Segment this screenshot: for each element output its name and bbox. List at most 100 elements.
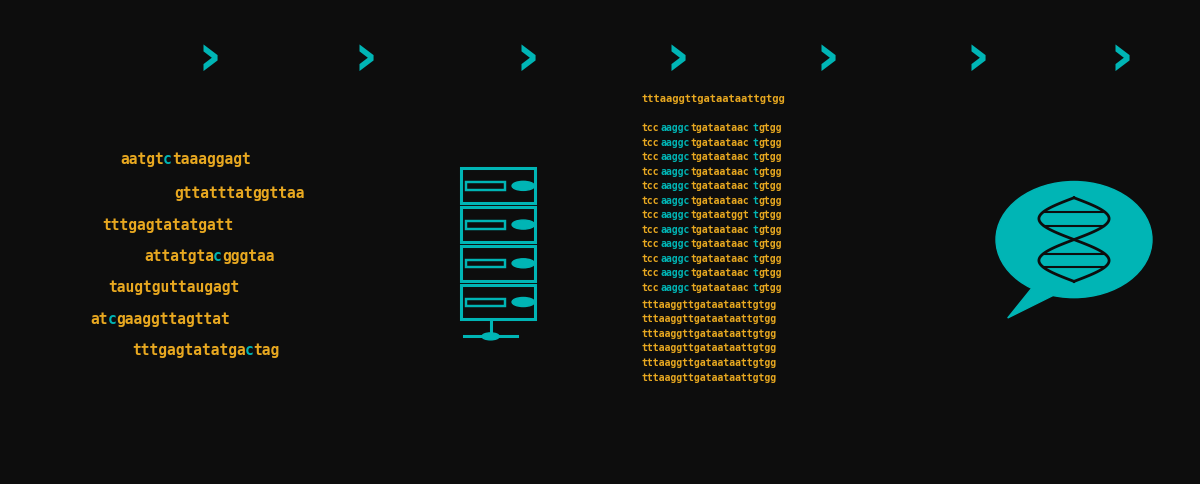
Text: tgataataac: tgataataac (691, 269, 750, 278)
Text: tttaaggttgataataattgtgg: tttaaggttgataataattgtgg (642, 358, 778, 368)
Text: taaaggagt: taaaggagt (172, 152, 251, 167)
Text: tttaaggttgataataattgtgg: tttaaggttgataataattgtgg (642, 315, 778, 324)
Text: tcc: tcc (642, 123, 660, 133)
Text: tcc: tcc (642, 269, 660, 278)
Text: aaggc: aaggc (660, 167, 690, 177)
Text: aaggc: aaggc (660, 182, 690, 191)
Text: aaggc: aaggc (660, 269, 690, 278)
Text: tgataataac: tgataataac (691, 167, 750, 177)
Text: gtgg: gtgg (758, 269, 781, 278)
Text: gtgg: gtgg (758, 152, 781, 162)
Text: gtgg: gtgg (758, 196, 781, 206)
Text: tgataatggt: tgataatggt (691, 211, 750, 220)
Text: tcc: tcc (642, 196, 660, 206)
Text: aaggc: aaggc (660, 196, 690, 206)
Text: aaggc: aaggc (660, 283, 690, 293)
Text: aaggc: aaggc (660, 123, 690, 133)
Text: tcc: tcc (642, 182, 660, 191)
Text: tgataataac: tgataataac (691, 152, 750, 162)
Text: t: t (752, 254, 758, 264)
Text: tgataataac: tgataataac (691, 138, 750, 148)
Text: t: t (752, 123, 758, 133)
Text: gggtaa: gggtaa (222, 249, 275, 264)
Text: ›: › (198, 30, 222, 87)
Circle shape (512, 259, 534, 268)
Text: tcc: tcc (642, 211, 660, 220)
Text: tcc: tcc (642, 240, 660, 249)
Bar (461, 207, 535, 242)
Text: aaggc: aaggc (660, 240, 690, 249)
Text: gaaggttagttat: gaaggttagttat (116, 312, 229, 327)
Text: gtgg: gtgg (758, 138, 781, 148)
Text: t: t (752, 269, 758, 278)
Text: tgataataac: tgataataac (691, 182, 750, 191)
Text: aaggc: aaggc (660, 152, 690, 162)
Text: tttgagtatatgatt: tttgagtatatgatt (102, 218, 233, 232)
Text: gtgg: gtgg (758, 283, 781, 293)
Text: tttaaggttgataataattgtgg: tttaaggttgataataattgtgg (642, 373, 778, 382)
Text: at: at (90, 312, 108, 327)
Text: ›: › (516, 30, 540, 87)
Text: tgataataac: tgataataac (691, 254, 750, 264)
Text: ›: › (966, 30, 990, 87)
Text: tcc: tcc (642, 138, 660, 148)
Text: t: t (752, 138, 758, 148)
Text: tttaaggttgataataattgtgg: tttaaggttgataataattgtgg (642, 329, 778, 339)
Polygon shape (1008, 274, 1067, 318)
Text: tttgagtatatga: tttgagtatatga (132, 344, 246, 358)
Text: gtgg: gtgg (758, 123, 781, 133)
Text: tcc: tcc (642, 167, 660, 177)
Bar (466, 182, 505, 190)
Text: t: t (752, 283, 758, 293)
Text: gtgg: gtgg (758, 182, 781, 191)
Text: t: t (752, 240, 758, 249)
Text: aaggc: aaggc (660, 138, 690, 148)
Text: c: c (163, 152, 172, 167)
Text: c: c (107, 312, 116, 327)
Bar (466, 260, 505, 268)
Text: ›: › (666, 30, 690, 87)
Text: gtgg: gtgg (758, 167, 781, 177)
Text: ggttaa: ggttaa (252, 186, 305, 201)
Bar (466, 299, 505, 306)
Text: gttatttat: gttatttat (174, 186, 253, 201)
Text: t: t (752, 211, 758, 220)
Text: tgataataac: tgataataac (691, 123, 750, 133)
Text: aaggc: aaggc (660, 211, 690, 220)
Text: tttaaggttgataataattgtgg: tttaaggttgataataattgtgg (642, 344, 778, 353)
Circle shape (482, 333, 499, 340)
Text: aaggc: aaggc (660, 254, 690, 264)
Text: tgataataac: tgataataac (691, 196, 750, 206)
Text: ›: › (354, 30, 378, 87)
Text: gtgg: gtgg (758, 254, 781, 264)
Text: tcc: tcc (642, 254, 660, 264)
Text: tttaaggttgataataattgtgg: tttaaggttgataataattgtgg (642, 300, 778, 310)
Bar (461, 168, 535, 203)
Circle shape (512, 182, 534, 190)
Text: aatgt: aatgt (120, 152, 163, 167)
Text: tcc: tcc (642, 283, 660, 293)
Text: tcc: tcc (642, 152, 660, 162)
Text: tag: tag (253, 344, 280, 358)
Text: tgataataac: tgataataac (691, 240, 750, 249)
Text: c: c (214, 249, 222, 264)
Text: gtgg: gtgg (758, 240, 781, 249)
Text: t: t (752, 167, 758, 177)
Text: t: t (752, 182, 758, 191)
Text: t: t (752, 225, 758, 235)
Text: aaggc: aaggc (660, 225, 690, 235)
Text: tttaaggttgataataattgtgg: tttaaggttgataataattgtgg (642, 94, 786, 104)
Text: taugtguttaugagt: taugtguttaugagt (108, 281, 239, 295)
Circle shape (512, 298, 534, 306)
Text: t: t (752, 152, 758, 162)
Circle shape (512, 220, 534, 229)
Text: ›: › (816, 30, 840, 87)
Text: ›: › (1110, 30, 1134, 87)
Text: t: t (752, 196, 758, 206)
Text: c: c (245, 344, 253, 358)
Text: attatgta: attatgta (144, 249, 214, 264)
Text: tcc: tcc (642, 225, 660, 235)
Bar (461, 246, 535, 281)
Text: gtgg: gtgg (758, 225, 781, 235)
Text: tgataataac: tgataataac (691, 283, 750, 293)
